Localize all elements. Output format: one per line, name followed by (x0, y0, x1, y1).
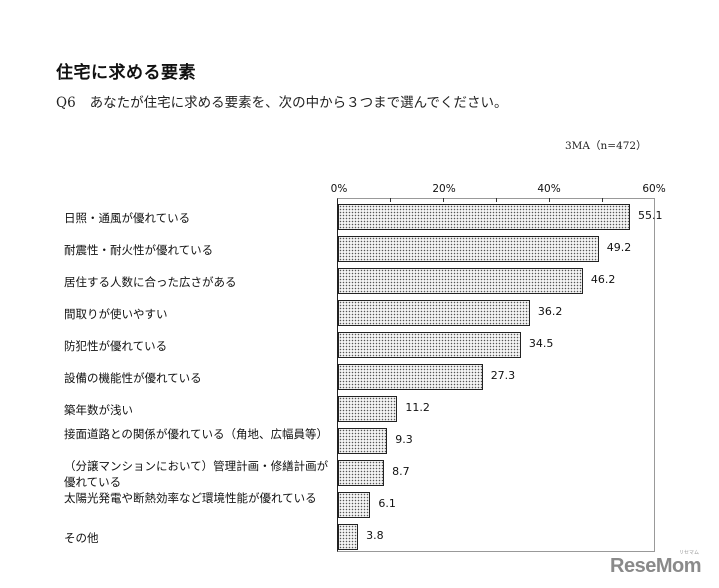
bar (338, 236, 599, 262)
question: Q6 あなたが住宅に求める要素を、次の中から３つまで選んでください。 (56, 91, 508, 111)
category-label: （分譲マンションにおいて）管理計画・修繕計画が優れている (64, 459, 329, 489)
resemom-logo: ReseMom リセマム (610, 550, 701, 578)
bar-row: 11.2 (338, 391, 654, 423)
bar (338, 428, 388, 454)
category-label: 日照・通風が優れている (64, 211, 191, 225)
logo-text: ReseMom (610, 555, 701, 577)
bar (338, 460, 385, 486)
tick-label: 0% (330, 183, 348, 195)
category-label: 間取りが使いやすい (64, 307, 168, 321)
category-label: 居住する人数に合った広さがある (64, 275, 237, 289)
bar-row: 34.5 (338, 327, 654, 359)
bar-row: 8.7 (338, 455, 654, 487)
major-tick (549, 198, 550, 202)
value-label: 49.2 (606, 241, 632, 254)
value-label: 55.1 (638, 209, 663, 222)
bar (338, 332, 521, 358)
minor-tick (390, 198, 391, 202)
category-label: 防犯性が優れている (64, 339, 168, 353)
plot-area: 55.1 49.2 46.2 36.2 34.5 27.3 11.2 9.3 8.7 6.1 3.8 (337, 198, 663, 552)
bar (338, 524, 359, 550)
sample-note: 3MA（n=472） (565, 140, 647, 152)
x-axis-ticks: 0% 20% 40% 60% (0, 183, 719, 197)
value-label: 11.2 (405, 401, 430, 414)
category-label: 設備の機能性が優れている (64, 371, 202, 385)
bar (338, 300, 530, 326)
minor-tick (602, 198, 603, 202)
question-text: あなたが住宅に求める要素を、次の中から３つまで選んでください。 (89, 95, 508, 111)
bar (338, 204, 631, 230)
value-label: 8.7 (392, 465, 410, 478)
value-label: 27.3 (490, 369, 516, 382)
bar (338, 492, 371, 518)
tick-label: 20% (432, 183, 456, 195)
bar (338, 396, 398, 422)
question-number: Q6 (56, 95, 76, 111)
bar (338, 364, 483, 390)
category-label: 太陽光発電や断熱効率など環境性能が優れている (64, 491, 317, 505)
bar-row: 49.2 (338, 231, 654, 263)
bar (338, 268, 583, 294)
value-label: 34.5 (528, 337, 554, 350)
minor-tick (496, 198, 497, 202)
value-label: 36.2 (537, 305, 563, 318)
bar-row: 27.3 (338, 359, 654, 391)
bar-row: 6.1 (338, 487, 654, 519)
tick-label: 40% (537, 183, 561, 195)
category-label: 接面道路との関係が優れている（角地、広幅員等） (64, 427, 329, 441)
value-label: 6.1 (378, 497, 396, 510)
category-label: 築年数が浅い (64, 403, 133, 417)
bar-row: 3.8 (338, 519, 654, 551)
bar-row: 46.2 (338, 263, 654, 295)
value-label: 46.2 (590, 273, 616, 286)
bar-row: 55.1 (338, 199, 663, 231)
value-label: 3.8 (366, 529, 384, 542)
page-title: 住宅に求める要素 (56, 63, 196, 83)
category-label: 耐震性・耐火性が優れている (64, 243, 214, 257)
value-label: 9.3 (395, 433, 413, 446)
bar-row: 36.2 (338, 295, 654, 327)
tick-label: 60% (642, 183, 666, 195)
logo-kana: リセマム (678, 550, 699, 556)
category-label: その他 (64, 531, 99, 545)
major-tick (443, 198, 444, 202)
bar-row: 9.3 (338, 423, 654, 455)
